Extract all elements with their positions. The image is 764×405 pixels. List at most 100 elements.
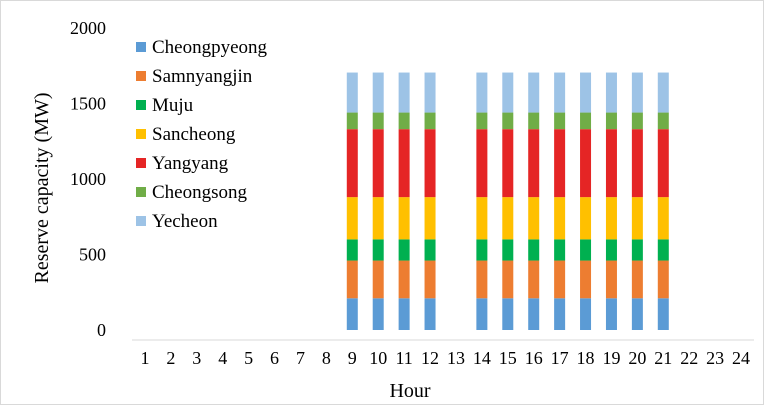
x-tick-label: 14	[473, 348, 491, 368]
bar-segment	[631, 260, 643, 299]
bar-segment	[372, 197, 384, 240]
legend-swatch	[136, 129, 146, 139]
bar-segment	[528, 72, 540, 113]
bar-segment	[372, 260, 384, 299]
bar-segment	[605, 72, 617, 113]
bar-segment	[372, 239, 384, 261]
x-tick-label: 8	[322, 348, 331, 368]
bar-segment	[476, 112, 488, 130]
bar-segment	[528, 112, 540, 130]
bar-segment	[657, 260, 669, 299]
legend-label: Yangyang	[152, 153, 229, 174]
bar-segment	[528, 260, 540, 299]
bar-segment	[398, 298, 410, 330]
bar-segment	[476, 260, 488, 299]
x-tick-label: 9	[348, 348, 357, 368]
bar-segment	[657, 129, 669, 198]
bar-segment	[424, 260, 436, 299]
bar-segment	[398, 72, 410, 113]
bar-segment	[605, 197, 617, 240]
legend-swatch	[136, 42, 146, 52]
legend-label: Muju	[152, 95, 194, 116]
bar-segment	[554, 197, 566, 240]
bar-segment	[346, 72, 358, 113]
bar-segment	[631, 298, 643, 330]
bar-segment	[398, 197, 410, 240]
bar-segment	[424, 239, 436, 261]
bar-segment	[476, 239, 488, 261]
x-tick-label: 23	[706, 348, 724, 368]
bar-segment	[528, 239, 540, 261]
bar-segment	[476, 298, 488, 330]
x-tick-label: 20	[628, 348, 646, 368]
y-axis-ticks: 0 500 1000 1500 2000	[70, 18, 106, 340]
legend-swatch	[136, 187, 146, 197]
bar-segment	[502, 112, 514, 130]
bar-segment	[424, 72, 436, 113]
x-tick-label: 18	[577, 348, 595, 368]
x-tick-label: 11	[395, 348, 412, 368]
bar-segment	[346, 112, 358, 130]
bar-segment	[580, 298, 592, 330]
bar-segment	[657, 112, 669, 130]
bar-segment	[631, 72, 643, 113]
x-tick-label: 10	[369, 348, 387, 368]
bar-segment	[346, 298, 358, 330]
bar-segment	[631, 197, 643, 240]
x-tick-label: 2	[166, 348, 175, 368]
x-tick-label: 5	[244, 348, 253, 368]
bar-segment	[372, 298, 384, 330]
bar-segment	[476, 72, 488, 113]
y-tick-label: 2000	[70, 18, 106, 38]
bar-segment	[502, 72, 514, 113]
bar-segment	[502, 197, 514, 240]
bar-segment	[424, 197, 436, 240]
bar-segment	[554, 72, 566, 113]
legend-swatch	[136, 100, 146, 110]
bar-segment	[502, 239, 514, 261]
y-tick-label: 1500	[70, 94, 106, 114]
bar-segment	[554, 260, 566, 299]
x-tick-label: 16	[525, 348, 543, 368]
bar-segment	[346, 260, 358, 299]
legend-label: Sancheong	[152, 124, 236, 145]
bar-segment	[657, 197, 669, 240]
x-tick-label: 7	[296, 348, 305, 368]
bar-segment	[580, 72, 592, 113]
bar-segment	[554, 298, 566, 330]
bar-segment	[398, 239, 410, 261]
bar-segment	[657, 72, 669, 113]
x-tick-label: 19	[602, 348, 620, 368]
legend-label: Yecheon	[152, 211, 218, 232]
bar-segment	[372, 112, 384, 130]
x-tick-label: 3	[192, 348, 201, 368]
bar-segment	[398, 112, 410, 130]
bar-segment	[424, 112, 436, 130]
bar-segment	[528, 129, 540, 198]
bar-segment	[631, 112, 643, 130]
bar-segment	[476, 129, 488, 198]
bar-segment	[554, 239, 566, 261]
legend-label: Samnyangjin	[152, 66, 253, 87]
x-tick-label: 12	[421, 348, 439, 368]
x-tick-label: 6	[270, 348, 279, 368]
bar-segment	[528, 298, 540, 330]
x-tick-label: 22	[680, 348, 698, 368]
bar-segment	[502, 260, 514, 299]
y-tick-label: 500	[79, 245, 106, 265]
x-axis-title: Hour	[389, 380, 430, 402]
bar-segment	[502, 129, 514, 198]
legend-label: Cheongpyeong	[152, 37, 268, 58]
x-tick-label: 4	[218, 348, 227, 368]
bars	[346, 72, 669, 330]
bar-segment	[605, 260, 617, 299]
x-tick-label: 13	[447, 348, 465, 368]
bar-segment	[398, 260, 410, 299]
bar-segment	[398, 129, 410, 198]
bar-segment	[346, 129, 358, 198]
bar-segment	[631, 129, 643, 198]
x-tick-label: 21	[654, 348, 672, 368]
bar-segment	[580, 112, 592, 130]
